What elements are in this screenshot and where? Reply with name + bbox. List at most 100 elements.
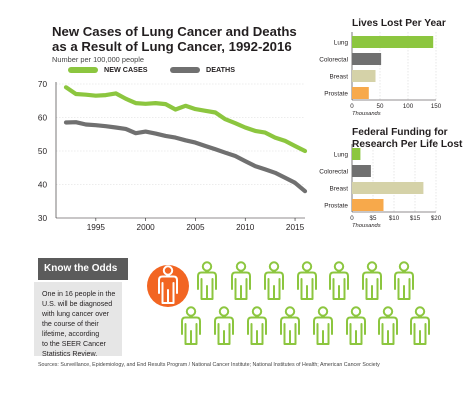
funding-x-tick-label: $15	[410, 215, 421, 222]
person-body-icon	[362, 271, 382, 300]
funding-bar-breast	[352, 182, 424, 194]
person-body-icon	[346, 316, 366, 345]
person-icon	[181, 306, 201, 345]
people-icons	[147, 261, 430, 345]
person-icon	[394, 261, 414, 300]
person-body-icon	[214, 316, 234, 345]
legend-swatch-new-cases	[68, 67, 98, 74]
person-icon	[362, 261, 382, 300]
know-the-odds-text: One in 16 people in the U.S. will be dia…	[34, 282, 122, 358]
legend-label-new-cases: NEW CASES	[104, 65, 148, 74]
funding-bar-colorectal	[352, 165, 371, 177]
person-head-icon	[218, 306, 230, 317]
person-icon	[378, 306, 398, 345]
lives-lost-category-label: Prostate	[324, 91, 348, 98]
funding-category-label: Breast	[330, 186, 349, 193]
person-body-icon	[247, 316, 267, 345]
person-head-icon	[251, 306, 263, 317]
lives-lost-x-tick-label: 150	[431, 103, 442, 110]
sources-note: Sources: Surveillance, Epidemiology, and…	[38, 362, 380, 368]
person-head-icon	[268, 261, 280, 272]
person-head-icon	[366, 261, 378, 272]
person-icon	[280, 306, 300, 345]
funding-category-label: Prostate	[324, 203, 348, 210]
new-cases-line	[63, 85, 308, 154]
person-icon	[346, 306, 366, 345]
person-icon	[264, 261, 284, 300]
lives-lost-category-label: Breast	[330, 74, 349, 81]
funding-category-label: Colorectal	[319, 169, 348, 176]
lives-lost-bar-breast	[352, 70, 376, 82]
person-head-icon	[301, 261, 313, 272]
lives-lost-title: Lives Lost Per Year	[352, 18, 446, 29]
person-body-icon	[280, 316, 300, 345]
person-icon	[329, 261, 349, 300]
y-tick-label: 60	[38, 114, 48, 123]
x-tick-label: 2005	[186, 223, 205, 232]
funding-title: Federal Funding for Research Per Life Lo…	[352, 127, 463, 150]
y-tick-label: 50	[38, 147, 48, 156]
person-body-icon	[313, 316, 333, 345]
person-icon	[231, 261, 251, 300]
know-the-odds-heading: Know the Odds	[38, 258, 128, 280]
lives-lost-category-label: Lung	[334, 40, 349, 47]
person-icon	[214, 306, 234, 345]
person-head-icon	[350, 306, 362, 317]
person-body-icon	[329, 271, 349, 300]
chart-subtitle: Number per 100,000 people	[52, 55, 145, 64]
funding-x-tick-label: $10	[389, 215, 400, 222]
person-head-icon	[333, 261, 345, 272]
funding-x-tick-label: $5	[370, 215, 377, 222]
person-icon-highlighted	[158, 265, 178, 304]
person-icon	[313, 306, 333, 345]
lives-lost-bar-prostate	[352, 87, 369, 99]
legend-swatch-deaths	[170, 67, 200, 74]
x-tick-label: 1995	[87, 223, 106, 232]
lives-lost-bar-colorectal	[352, 53, 382, 65]
person-body-icon	[264, 271, 284, 300]
lives-lost-bars: 0 50 100 150 Lung Colorectal Breast Prostate Tho…	[319, 32, 442, 117]
legend-deaths: DEATHS	[170, 65, 235, 74]
legend-new-cases: NEW CASES	[68, 65, 148, 74]
funding-x-tick-label: 0	[350, 215, 354, 222]
chart-title: New Cases of Lung Cancer and Deaths as a…	[52, 24, 297, 54]
line-chart-series	[63, 85, 308, 194]
y-tick-label: 30	[38, 214, 48, 223]
person-icon	[297, 261, 317, 300]
y-tick-label: 40	[38, 181, 48, 190]
person-head-icon	[284, 306, 296, 317]
highlight-circle	[147, 265, 189, 307]
person-body-icon	[231, 271, 251, 300]
person-head-icon	[382, 306, 394, 317]
lives-lost-x-axis-label: Thousands	[352, 111, 381, 117]
funding-category-label: Lung	[334, 152, 349, 159]
funding-bar-prostate	[352, 199, 384, 211]
person-icon	[247, 306, 267, 345]
lives-lost-bar-lung	[352, 36, 434, 48]
funding-bars: 0 $5 $10 $15 $20 Lung Colorectal Breast Prostate…	[319, 144, 442, 229]
lives-lost-x-tick-label: 50	[377, 103, 384, 110]
person-body-icon	[158, 275, 178, 304]
person-icon	[410, 306, 430, 345]
funding-x-axis-label: Thousands	[352, 223, 381, 229]
deaths-line	[63, 120, 308, 194]
person-icon	[197, 261, 217, 300]
line-chart-axes: 30 40 50 60 70 1995 2000 2005 2010 2015	[38, 80, 305, 232]
person-body-icon	[410, 316, 430, 345]
person-body-icon	[378, 316, 398, 345]
person-body-icon	[394, 271, 414, 300]
legend-label-deaths: DEATHS	[206, 65, 236, 74]
line-chart-grid	[56, 83, 305, 185]
funding-bar-lung	[352, 148, 361, 160]
person-head-icon	[185, 306, 197, 317]
person-head-icon	[235, 261, 247, 272]
lives-lost-category-label: Colorectal	[319, 57, 348, 64]
person-body-icon	[197, 271, 217, 300]
person-body-icon	[297, 271, 317, 300]
lives-lost-x-tick-label: 100	[403, 103, 414, 110]
person-head-icon	[201, 261, 213, 272]
person-head-icon	[317, 306, 329, 317]
